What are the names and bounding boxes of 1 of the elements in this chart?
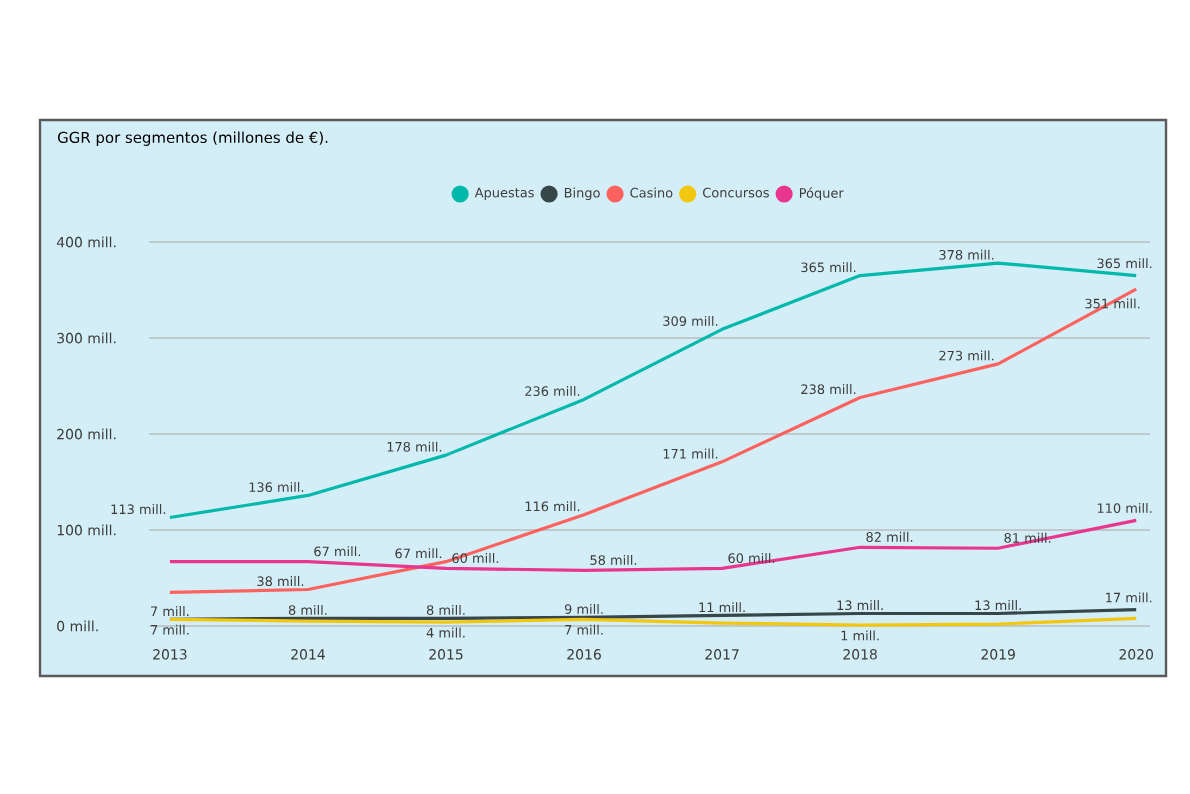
line-series	[168, 518, 1138, 572]
